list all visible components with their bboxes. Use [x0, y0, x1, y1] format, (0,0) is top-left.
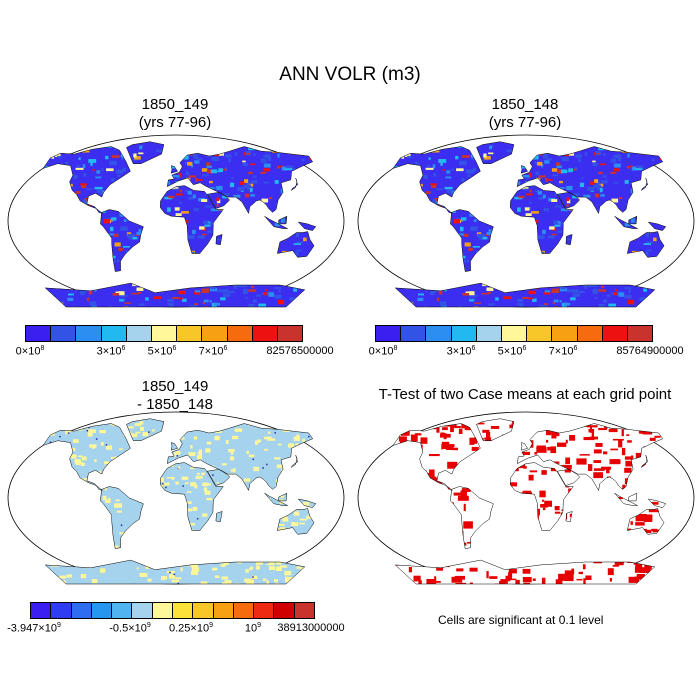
colorbar-swatch — [177, 326, 203, 341]
colorbar-tick-label: -3.947×109 — [7, 622, 61, 635]
colorbar-swatch — [627, 326, 653, 341]
colorbar-swatch — [202, 326, 228, 341]
panel-title-ttest: T-Test of two Case means at each grid po… — [378, 386, 672, 403]
colorbar-tick-label: 109 — [244, 622, 262, 635]
colorbar-tick-label: 3×106 — [96, 345, 126, 358]
figure-title: ANN VOLR (m3) — [279, 64, 421, 85]
colorbar-swatch — [126, 326, 152, 341]
colorbar-swatch — [527, 326, 553, 341]
coastline — [392, 141, 667, 308]
colorbar-difference — [30, 602, 315, 619]
colorbar-swatch — [552, 326, 578, 341]
colorbar-swatch — [172, 603, 194, 618]
colorbar-swatch — [76, 326, 102, 341]
coastline — [392, 418, 667, 585]
colorbar-swatch — [91, 603, 113, 618]
colorbar-swatch — [501, 326, 528, 341]
colorbar-tick-label: 0.25×109 — [169, 622, 213, 635]
colorbar-swatch — [51, 603, 72, 618]
colorbar-swatch — [101, 326, 127, 341]
colorbar-swatch — [252, 326, 278, 341]
colorbar-tick-label: 85764900000 — [616, 345, 684, 357]
colorbar-swatch — [51, 326, 77, 341]
colorbar-tick-label: 0×108 — [15, 345, 45, 358]
colorbar-swatch — [193, 603, 214, 618]
colorbar-swatch — [476, 326, 502, 341]
colorbar-swatch — [227, 326, 253, 341]
colorbar-swatch — [376, 326, 402, 341]
significance-note: Cells are significant at 0.1 level — [438, 613, 604, 627]
colorbar-tick-label: 38913000000 — [277, 622, 345, 634]
coastline — [42, 418, 317, 585]
colorbar-tick-label: 0×108 — [368, 345, 398, 358]
colorbar-swatch — [401, 326, 427, 341]
colorbar-swatch — [151, 326, 178, 341]
colorbar-swatch — [602, 326, 628, 341]
colorbar-swatch — [213, 603, 234, 618]
colorbar-swatch — [132, 603, 153, 618]
panel-title-case2: 1850_148 (yrs 77-96) — [488, 96, 562, 131]
colorbar-tick-label: 7×106 — [548, 345, 578, 358]
colorbar-swatch — [233, 603, 255, 618]
colorbar-tick-label: 5×106 — [497, 345, 527, 358]
map-case1 — [7, 134, 345, 308]
map-ttest — [357, 411, 695, 585]
colorbar-tick-label: 3×106 — [446, 345, 476, 358]
colorbar-tick-label: 7×106 — [198, 345, 228, 358]
colorbar-swatch — [254, 603, 275, 618]
colorbar-swatch — [112, 603, 133, 618]
colorbar-case1 — [25, 325, 303, 342]
colorbar-swatch — [152, 603, 173, 618]
map-case2 — [357, 134, 695, 308]
colorbar-tick-label: 5×106 — [147, 345, 177, 358]
colorbar-tick-label: -0.5×109 — [109, 622, 151, 635]
colorbar-swatch — [277, 326, 303, 341]
panel-title-difference: 1850_149 - 1850_148 — [137, 378, 213, 413]
colorbar-swatch — [26, 326, 52, 341]
colorbar-swatch — [274, 603, 295, 618]
map-difference — [7, 411, 345, 585]
colorbar-swatch — [451, 326, 477, 341]
colorbar-swatch — [71, 603, 92, 618]
colorbar-swatch — [577, 326, 603, 341]
colorbar-tick-label: 82576500000 — [266, 345, 334, 357]
panel-title-case1: 1850_149 (yrs 77-96) — [138, 96, 212, 131]
colorbar-case2 — [375, 325, 653, 342]
colorbar-swatch — [31, 603, 52, 618]
colorbar-swatch — [294, 603, 314, 618]
colorbar-swatch — [426, 326, 452, 341]
coastline — [42, 141, 317, 308]
